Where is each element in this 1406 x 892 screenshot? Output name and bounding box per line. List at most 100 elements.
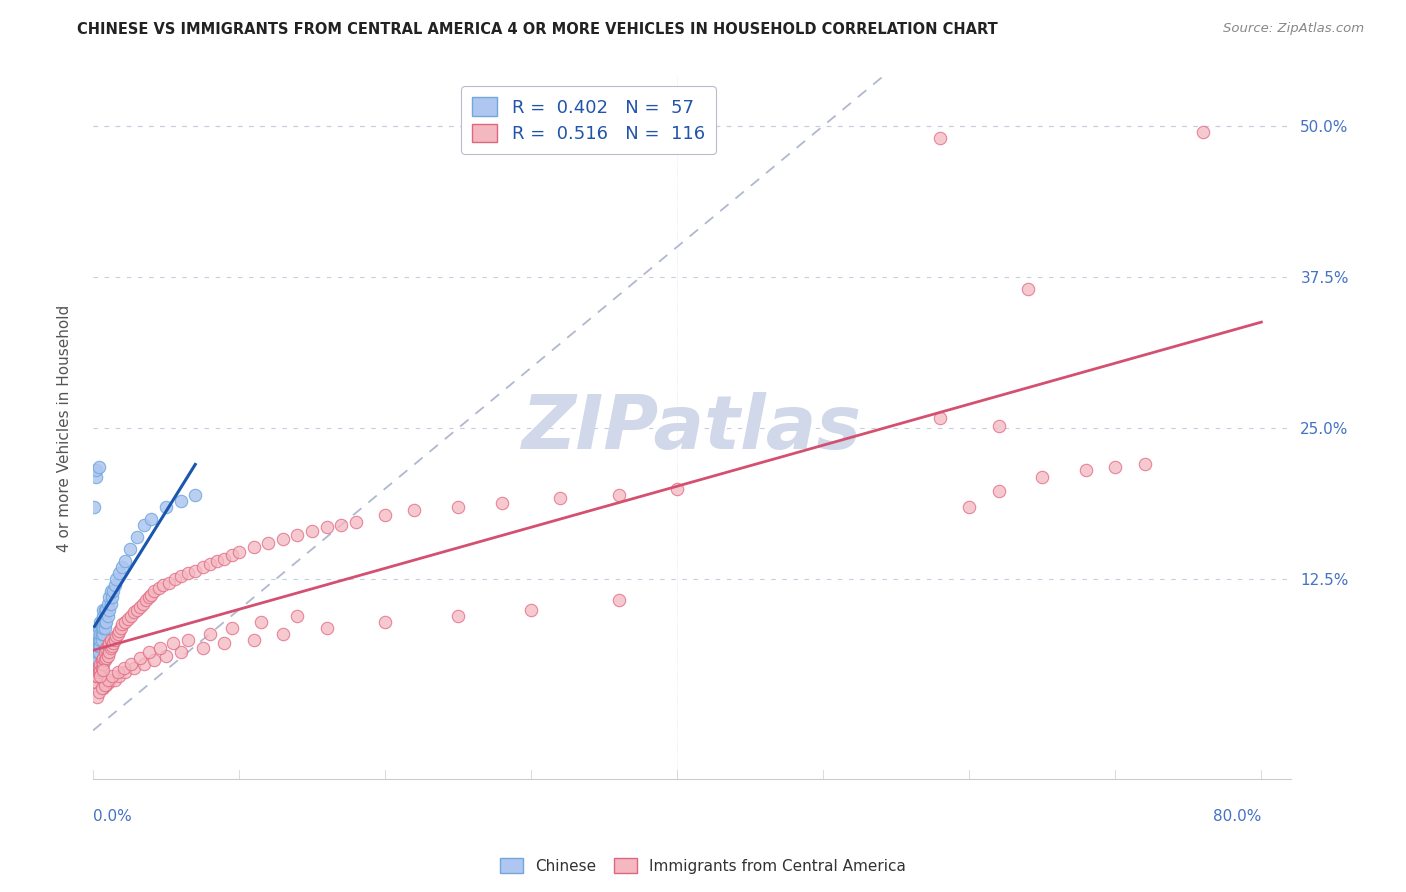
Point [87, 639, 110, 653]
Point [191, 641, 214, 656]
Point [101, 669, 124, 683]
Point [344, 516, 367, 530]
Point [86, 663, 108, 677]
Point [157, 576, 180, 591]
Point [86, 651, 108, 665]
Point [90, 681, 112, 695]
Point [257, 536, 280, 550]
Point [447, 500, 470, 514]
Point [83, 639, 105, 653]
Point [84, 645, 107, 659]
Text: ZIPatlas: ZIPatlas [522, 392, 862, 465]
Point [103, 636, 125, 650]
Point [1104, 459, 1126, 474]
Point [93, 615, 115, 629]
Point [491, 496, 513, 510]
Point [98, 591, 121, 605]
Point [287, 527, 309, 541]
Text: 80.0%: 80.0% [1213, 809, 1261, 824]
Point [315, 621, 337, 635]
Point [104, 632, 127, 647]
Point [87, 459, 110, 474]
Point [134, 517, 156, 532]
Point [97, 608, 120, 623]
Point [957, 500, 980, 514]
Point [91, 608, 114, 623]
Point [87, 685, 110, 699]
Point [607, 488, 630, 502]
Point [287, 608, 309, 623]
Point [87, 660, 110, 674]
Point [93, 602, 115, 616]
Point [404, 503, 426, 517]
Point [107, 665, 129, 680]
Text: Source: ZipAtlas.com: Source: ZipAtlas.com [1223, 22, 1364, 36]
Point [169, 493, 191, 508]
Point [91, 663, 114, 677]
Point [191, 560, 214, 574]
Point [86, 632, 108, 647]
Point [101, 591, 124, 605]
Point [155, 500, 177, 514]
Point [90, 626, 112, 640]
Point [987, 483, 1010, 498]
Point [89, 639, 111, 653]
Point [91, 657, 114, 671]
Point [114, 665, 136, 680]
Point [271, 626, 294, 640]
Point [96, 615, 118, 629]
Point [1017, 282, 1039, 296]
Point [138, 645, 160, 659]
Point [83, 500, 105, 514]
Point [96, 677, 118, 691]
Point [152, 578, 174, 592]
Point [84, 651, 107, 665]
Point [1192, 125, 1215, 139]
Point [84, 632, 107, 647]
Point [163, 572, 186, 586]
Point [120, 608, 142, 623]
Point [91, 626, 114, 640]
Point [100, 597, 122, 611]
Point [96, 602, 118, 616]
Point [141, 512, 163, 526]
Point [89, 615, 111, 629]
Point [315, 520, 337, 534]
Point [177, 566, 200, 581]
Point [84, 463, 107, 477]
Point [97, 639, 120, 653]
Point [374, 508, 396, 523]
Point [111, 560, 134, 574]
Point [205, 554, 228, 568]
Point [1133, 458, 1156, 472]
Text: CHINESE VS IMMIGRANTS FROM CENTRAL AMERICA 4 OR MORE VEHICLES IN HOUSEHOLD CORRE: CHINESE VS IMMIGRANTS FROM CENTRAL AMERI… [77, 22, 998, 37]
Point [184, 564, 207, 578]
Point [97, 597, 120, 611]
Point [143, 653, 166, 667]
Point [108, 566, 131, 581]
Point [169, 568, 191, 582]
Point [114, 554, 136, 568]
Point [93, 621, 115, 635]
Point [83, 651, 105, 665]
Point [100, 632, 122, 647]
Point [98, 602, 121, 616]
Point [666, 482, 689, 496]
Point [987, 418, 1010, 433]
Point [89, 657, 111, 671]
Point [214, 636, 236, 650]
Point [148, 581, 170, 595]
Point [143, 584, 166, 599]
Point [84, 639, 107, 653]
Point [177, 632, 200, 647]
Point [131, 597, 153, 611]
Point [108, 624, 131, 639]
Point [87, 645, 110, 659]
Point [242, 540, 264, 554]
Point [90, 660, 112, 674]
Point [271, 533, 294, 547]
Point [520, 602, 543, 616]
Point [90, 615, 112, 629]
Point [86, 639, 108, 653]
Point [141, 588, 163, 602]
